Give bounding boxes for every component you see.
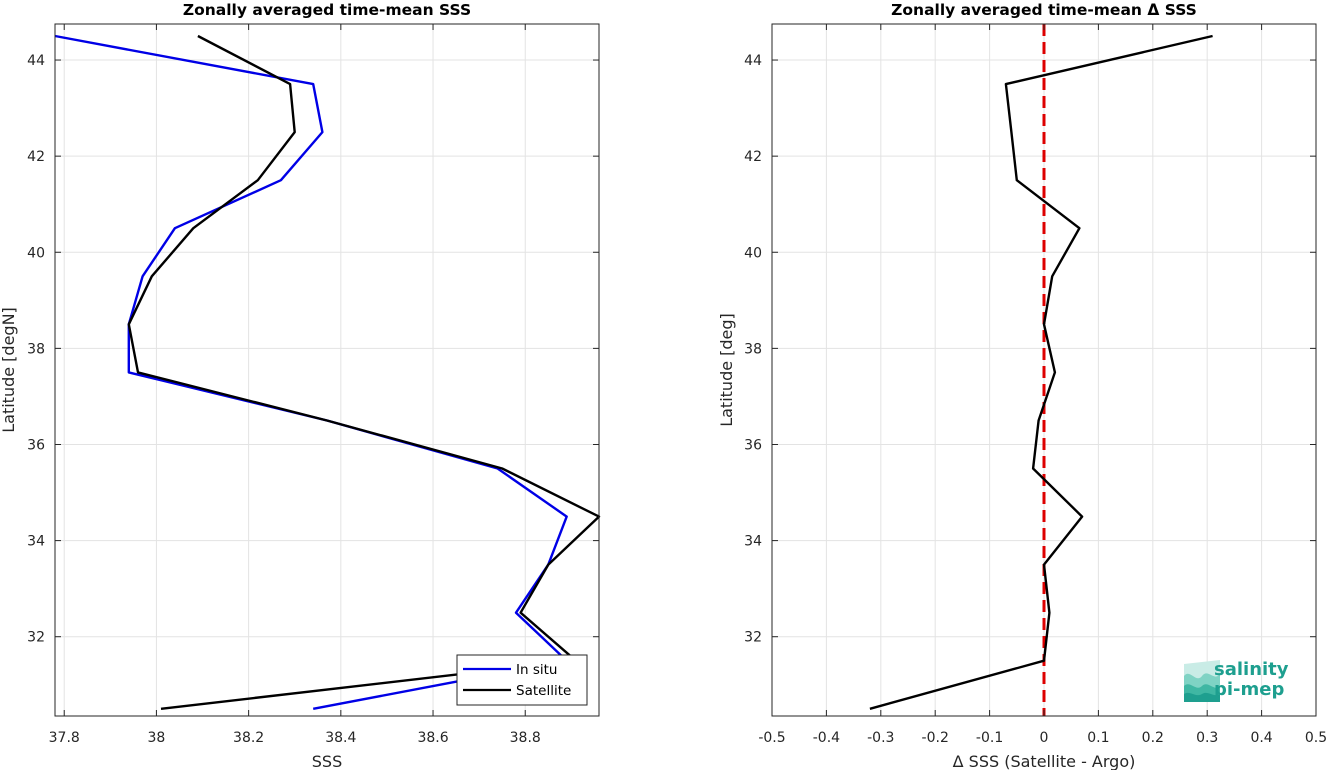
x-tick-label: -0.1 [976,730,1003,746]
x-ticks: 37.8 38 38.2 38.4 38.6 38.8 [49,24,541,746]
y-tick-label: 32 [27,630,45,646]
x-tick-label: -0.4 [813,730,840,746]
x-tick-label: 0.5 [1305,730,1327,746]
wave-icon [1184,660,1220,702]
y-tick-label: 40 [744,245,762,261]
y-ticks: 32 34 36 38 40 42 44 [744,53,1316,646]
y-ticks: 32 34 36 38 40 42 44 [27,53,599,646]
salinity-pi-mep-logo: salinity pi-mep [1180,656,1310,706]
series-group [54,34,601,710]
delta-sss-panel: Zonally averaged time-mean Δ SSS -0.5 -0.… [717,1,1327,770]
series-line-delta-sss [869,34,1213,710]
x-tick-label: 38.2 [233,730,264,746]
x-tick-label: 0.1 [1087,730,1109,746]
y-tick-label: 40 [27,245,45,261]
x-tick-label: -0.2 [922,730,949,746]
y-tick-label: 42 [744,149,762,165]
y-tick-label: 44 [744,53,762,69]
y-tick-label: 36 [27,437,45,453]
chart-title: Zonally averaged time-mean SSS [183,1,471,19]
y-tick-label: 36 [744,437,762,453]
x-tick-label: -0.5 [758,730,785,746]
series-group [869,34,1213,710]
x-tick-label: 38.8 [510,730,541,746]
axes-frame [54,23,600,717]
x-tick-label: 0.2 [1142,730,1164,746]
logo-text-salinity: salinity [1214,659,1289,680]
x-tick-label: 0.3 [1196,730,1218,746]
legend: In situ Satellite [456,654,588,706]
sss-panel: Zonally averaged time-mean SSS 37.8 38 38.… [0,1,601,770]
y-tick-label: 44 [27,53,45,69]
series-line-satellite [127,34,601,710]
y-tick-label: 32 [744,630,762,646]
y-tick-label: 34 [744,534,762,550]
x-tick-label: -0.3 [867,730,894,746]
legend-box [456,654,588,706]
y-axis-label: Latitude [degN] [0,307,18,433]
grid [55,24,599,716]
x-tick-label: 38.6 [417,730,448,746]
y-tick-label: 34 [27,534,45,550]
legend-label-satellite: Satellite [516,683,571,699]
x-ticks: -0.5 -0.4 -0.3 -0.2 -0.1 0 0.1 0.2 0.3 0.4 0.5 [758,24,1327,746]
x-tick-label: 0.4 [1250,730,1272,746]
y-axis-label: Latitude [deg] [717,313,736,427]
x-tick-label: 38.4 [325,730,356,746]
logo-text-pi-mep: pi-mep [1214,679,1285,700]
x-axis-label: Δ SSS (Satellite - Argo) [953,752,1136,770]
chart-title: Zonally averaged time-mean Δ SSS [891,1,1197,19]
x-tick-label: 0 [1040,730,1049,746]
legend-label-in-situ: In situ [516,662,557,678]
series-line-in-situ [54,34,568,710]
y-tick-label: 38 [744,341,762,357]
y-tick-label: 42 [27,149,45,165]
x-axis-label: SSS [312,752,342,770]
x-tick-label: 38 [148,730,166,746]
y-tick-label: 38 [27,341,45,357]
x-tick-label: 37.8 [49,730,80,746]
